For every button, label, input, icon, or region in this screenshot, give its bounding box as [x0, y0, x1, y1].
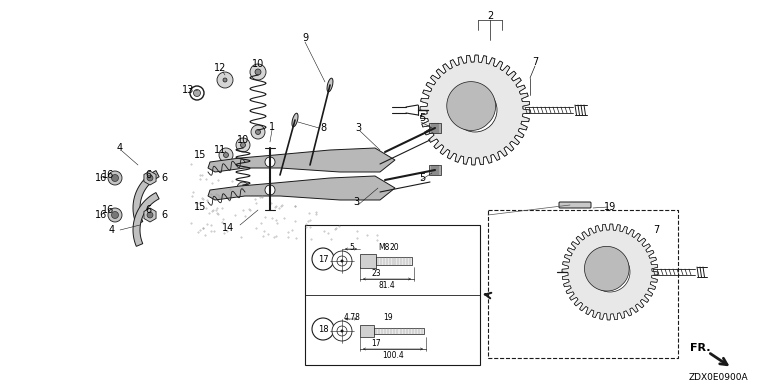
Bar [429, 165, 441, 175]
Text: 5: 5 [419, 173, 425, 183]
Text: 20: 20 [389, 243, 399, 252]
Circle shape [223, 78, 227, 82]
Bar [429, 123, 441, 133]
Circle shape [265, 157, 275, 167]
Text: 15: 15 [194, 202, 206, 212]
Text: 19: 19 [383, 313, 392, 321]
Circle shape [194, 89, 200, 96]
Circle shape [332, 251, 352, 271]
Text: 3: 3 [355, 123, 361, 133]
Text: 7: 7 [532, 57, 538, 67]
Polygon shape [420, 55, 530, 165]
Polygon shape [133, 170, 159, 224]
Text: 16: 16 [102, 170, 114, 180]
Bar [488, 210, 678, 358]
Text: 18: 18 [318, 324, 328, 333]
Text: 13: 13 [182, 85, 194, 95]
Polygon shape [584, 247, 629, 291]
Bar [374, 328, 424, 334]
Circle shape [219, 148, 233, 162]
Text: 6: 6 [161, 173, 167, 183]
Text: 12: 12 [214, 63, 227, 73]
Bar [360, 254, 376, 268]
Text: 16: 16 [95, 173, 107, 183]
Circle shape [251, 125, 265, 139]
Text: 17: 17 [371, 339, 381, 348]
Text: 9: 9 [302, 33, 308, 43]
Circle shape [111, 212, 118, 218]
Circle shape [223, 152, 229, 157]
Text: 10: 10 [237, 135, 249, 145]
Circle shape [237, 182, 249, 194]
FancyBboxPatch shape [559, 202, 591, 208]
Text: 11: 11 [214, 145, 226, 155]
Polygon shape [208, 148, 395, 172]
Circle shape [467, 102, 483, 118]
Circle shape [312, 318, 334, 340]
Text: 16: 16 [102, 205, 114, 215]
Circle shape [590, 252, 630, 292]
Bar [305, 225, 480, 365]
Text: 6: 6 [145, 170, 151, 180]
Polygon shape [208, 176, 395, 200]
Circle shape [217, 72, 233, 88]
Text: 8: 8 [320, 123, 326, 133]
Circle shape [250, 64, 266, 80]
Text: FR.: FR. [690, 343, 710, 353]
Text: 4.78: 4.78 [343, 313, 360, 321]
Text: 4: 4 [117, 143, 123, 153]
Text: 5: 5 [349, 243, 355, 252]
Text: ZDX0E0900A: ZDX0E0900A [688, 374, 748, 382]
Circle shape [236, 138, 250, 152]
Circle shape [453, 88, 497, 132]
Circle shape [147, 212, 153, 218]
Text: M8: M8 [379, 243, 389, 252]
Circle shape [147, 175, 153, 181]
Text: 6: 6 [145, 205, 151, 215]
Circle shape [108, 208, 122, 222]
Text: 2: 2 [487, 11, 493, 21]
Bar [360, 325, 374, 337]
Circle shape [108, 171, 122, 185]
Text: 6: 6 [161, 210, 167, 220]
Circle shape [241, 186, 245, 190]
Polygon shape [447, 82, 495, 131]
Text: 100.4: 100.4 [382, 351, 404, 359]
Polygon shape [562, 224, 658, 320]
Text: 19: 19 [604, 202, 616, 212]
Text: 16: 16 [95, 210, 107, 220]
Ellipse shape [327, 78, 333, 92]
Bar [376, 257, 412, 265]
Text: 4: 4 [109, 225, 115, 235]
Text: 14: 14 [222, 223, 234, 233]
Text: 81.4: 81.4 [379, 280, 396, 290]
Circle shape [255, 69, 261, 75]
Circle shape [332, 321, 352, 341]
Text: 7: 7 [653, 225, 659, 235]
Text: 15: 15 [194, 150, 206, 160]
Text: 5: 5 [419, 113, 425, 123]
Circle shape [340, 329, 343, 333]
Circle shape [111, 174, 118, 182]
Circle shape [312, 248, 334, 270]
Ellipse shape [292, 113, 298, 127]
Text: 10: 10 [252, 59, 264, 69]
Circle shape [240, 142, 246, 147]
Circle shape [603, 265, 617, 279]
Circle shape [256, 129, 260, 134]
Circle shape [340, 260, 343, 263]
Text: 17: 17 [318, 255, 328, 263]
Polygon shape [133, 192, 159, 247]
Text: 1: 1 [269, 122, 275, 132]
Text: 23: 23 [371, 268, 381, 278]
Text: 3: 3 [353, 197, 359, 207]
Circle shape [265, 185, 275, 195]
